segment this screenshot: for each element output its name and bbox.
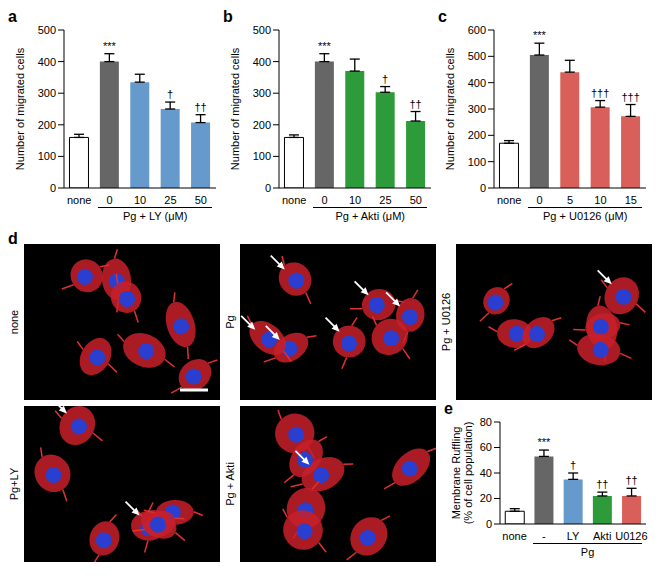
svg-text:300: 300 <box>468 103 486 115</box>
svg-text:50: 50 <box>410 194 422 206</box>
svg-text:80: 80 <box>480 416 492 428</box>
html-text:Pg + U0126 (μM): Pg + U0126 (μM) <box>543 210 628 222</box>
svg-text:500: 500 <box>468 50 486 62</box>
svg-text:40: 40 <box>480 467 492 479</box>
svg-text:0: 0 <box>265 182 271 194</box>
svg-text:Pg + Akti: Pg + Akti <box>224 462 236 506</box>
svg-text:none: none <box>282 194 306 206</box>
svg-text:***: *** <box>103 40 117 52</box>
svg-text:100: 100 <box>38 150 56 162</box>
svg-text:300: 300 <box>38 87 56 99</box>
svg-text:Number of migrated cells: Number of migrated cells <box>444 47 456 170</box>
svg-text:none: none <box>8 310 20 334</box>
svg-text:500: 500 <box>253 24 271 36</box>
svg-text:400: 400 <box>38 56 56 68</box>
svg-text:††: †† <box>625 474 637 486</box>
svg-text:Pg+LY: Pg+LY <box>8 467 20 500</box>
svg-text:15: 15 <box>625 194 637 206</box>
svg-text:0: 0 <box>322 194 328 206</box>
svg-text:10: 10 <box>594 194 606 206</box>
svg-text:(% of cell population): (% of cell population) <box>462 422 474 525</box>
svg-text:0: 0 <box>480 182 486 194</box>
html-text:Pg + Akti (μM): Pg + Akti (μM) <box>335 210 405 222</box>
svg-text:Pg: Pg <box>224 315 236 328</box>
svg-text:†††: ††† <box>621 91 639 103</box>
html-text:c: c <box>438 8 447 25</box>
svg-text:200: 200 <box>38 119 56 131</box>
svg-text:100: 100 <box>468 156 486 168</box>
svg-text:5: 5 <box>567 194 573 206</box>
html-text:Pg + LY (μM): Pg + LY (μM) <box>123 210 188 222</box>
svg-text:600: 600 <box>468 24 486 36</box>
svg-text:†: † <box>570 459 576 471</box>
svg-text:10: 10 <box>134 194 146 206</box>
svg-text:400: 400 <box>468 77 486 89</box>
html-text:d: d <box>8 230 18 247</box>
svg-text:0: 0 <box>486 518 492 530</box>
svg-text:†: † <box>167 88 173 100</box>
svg-text:††: †† <box>194 101 206 113</box>
svg-text:25: 25 <box>164 194 176 206</box>
svg-text:0: 0 <box>107 194 113 206</box>
svg-text:none: none <box>67 194 91 206</box>
svg-text:20: 20 <box>480 492 492 504</box>
svg-text:100: 100 <box>253 150 271 162</box>
html-text:e: e <box>444 400 453 417</box>
svg-text:500: 500 <box>38 24 56 36</box>
svg-text:Membrane Ruffling: Membrane Ruffling <box>450 427 462 520</box>
svg-text:††: †† <box>409 98 421 110</box>
svg-text:0: 0 <box>50 182 56 194</box>
svg-text:300: 300 <box>253 87 271 99</box>
svg-text:U0126: U0126 <box>615 530 647 542</box>
svg-text:200: 200 <box>253 119 271 131</box>
html-text:Pg: Pg <box>580 546 595 558</box>
html-text:a: a <box>8 8 17 25</box>
svg-text:†††: ††† <box>591 87 609 99</box>
svg-text:10: 10 <box>349 194 361 206</box>
svg-text:***: *** <box>533 29 547 41</box>
svg-text:***: *** <box>318 40 332 52</box>
svg-text:none: none <box>502 530 526 542</box>
svg-text:Pg + U0126: Pg + U0126 <box>440 293 452 351</box>
svg-text:50: 50 <box>195 194 207 206</box>
svg-text:Number of migrated cells: Number of migrated cells <box>229 47 241 170</box>
svg-text:Number of migrated cells: Number of migrated cells <box>14 47 26 170</box>
html-text:b: b <box>223 8 233 25</box>
svg-text:0: 0 <box>537 194 543 206</box>
svg-text:200: 200 <box>468 129 486 141</box>
svg-text:†: † <box>382 73 388 85</box>
svg-text:***: *** <box>538 436 552 448</box>
svg-text:60: 60 <box>480 441 492 453</box>
svg-text:LY: LY <box>567 530 580 542</box>
svg-text:none: none <box>497 194 521 206</box>
svg-text:Akti: Akti <box>593 530 611 542</box>
svg-text:-: - <box>542 530 546 542</box>
svg-text:25: 25 <box>379 194 391 206</box>
svg-text:††: †† <box>596 478 608 490</box>
svg-text:400: 400 <box>253 56 271 68</box>
